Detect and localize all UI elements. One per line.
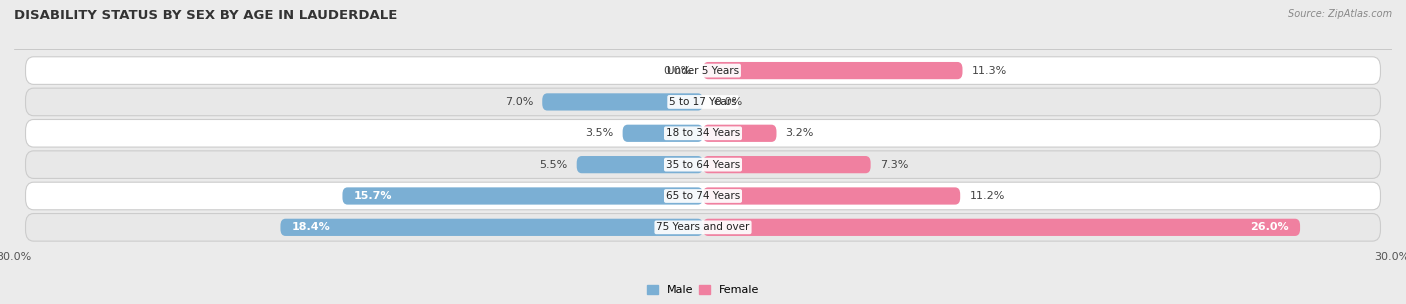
- Text: 3.5%: 3.5%: [585, 128, 613, 138]
- FancyBboxPatch shape: [280, 219, 703, 236]
- FancyBboxPatch shape: [25, 119, 1381, 147]
- Text: 11.3%: 11.3%: [972, 66, 1007, 76]
- FancyBboxPatch shape: [343, 187, 703, 205]
- FancyBboxPatch shape: [543, 93, 703, 111]
- Text: 15.7%: 15.7%: [354, 191, 392, 201]
- FancyBboxPatch shape: [25, 182, 1381, 210]
- FancyBboxPatch shape: [25, 88, 1381, 116]
- FancyBboxPatch shape: [703, 156, 870, 173]
- Text: DISABILITY STATUS BY SEX BY AGE IN LAUDERDALE: DISABILITY STATUS BY SEX BY AGE IN LAUDE…: [14, 9, 398, 22]
- FancyBboxPatch shape: [703, 62, 963, 79]
- Text: 35 to 64 Years: 35 to 64 Years: [666, 160, 740, 170]
- Text: 18 to 34 Years: 18 to 34 Years: [666, 128, 740, 138]
- FancyBboxPatch shape: [25, 57, 1381, 85]
- Text: 18.4%: 18.4%: [292, 222, 330, 232]
- Text: 75 Years and over: 75 Years and over: [657, 222, 749, 232]
- FancyBboxPatch shape: [576, 156, 703, 173]
- FancyBboxPatch shape: [25, 151, 1381, 178]
- FancyBboxPatch shape: [703, 219, 1301, 236]
- Text: 65 to 74 Years: 65 to 74 Years: [666, 191, 740, 201]
- FancyBboxPatch shape: [623, 125, 703, 142]
- FancyBboxPatch shape: [703, 187, 960, 205]
- Legend: Male, Female: Male, Female: [643, 281, 763, 300]
- Text: 3.2%: 3.2%: [786, 128, 814, 138]
- Text: 11.2%: 11.2%: [969, 191, 1005, 201]
- Text: Under 5 Years: Under 5 Years: [666, 66, 740, 76]
- Text: 5 to 17 Years: 5 to 17 Years: [669, 97, 737, 107]
- Text: 0.0%: 0.0%: [714, 97, 742, 107]
- Text: 0.0%: 0.0%: [664, 66, 692, 76]
- Text: Source: ZipAtlas.com: Source: ZipAtlas.com: [1288, 9, 1392, 19]
- Text: 26.0%: 26.0%: [1250, 222, 1289, 232]
- FancyBboxPatch shape: [25, 213, 1381, 241]
- Text: 7.3%: 7.3%: [880, 160, 908, 170]
- Text: 5.5%: 5.5%: [540, 160, 568, 170]
- FancyBboxPatch shape: [703, 125, 776, 142]
- Text: 7.0%: 7.0%: [505, 97, 533, 107]
